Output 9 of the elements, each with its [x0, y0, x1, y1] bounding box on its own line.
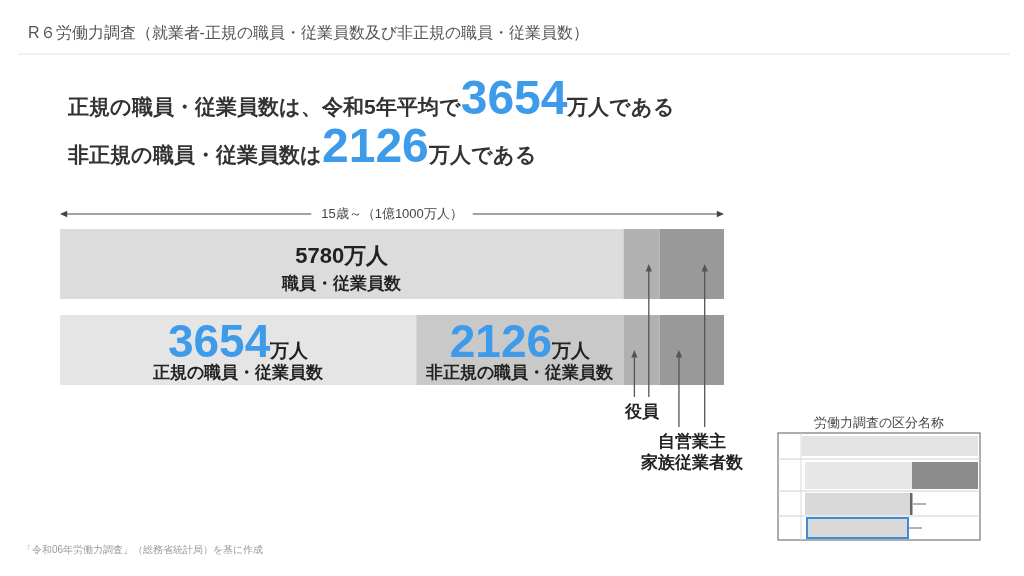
bar — [60, 229, 624, 299]
chart-title: R６労働力調査（就業者-正規の職員・従業員数及び非正規の職員・従業員数） — [28, 24, 589, 41]
text: 自営業主家族従業者数 — [639, 432, 744, 472]
text: 「令和06年労働力調査」（総務省統計局）を基に作成 — [22, 544, 264, 555]
series-label: 役員 — [623, 402, 660, 421]
data-label: 5780万人 — [295, 243, 390, 268]
annotation: 15歳～（1億1000万人） — [321, 206, 463, 221]
text: 労働力調査の区分名称 — [814, 415, 944, 430]
series-label: 職員・従業員数 — [281, 274, 403, 293]
